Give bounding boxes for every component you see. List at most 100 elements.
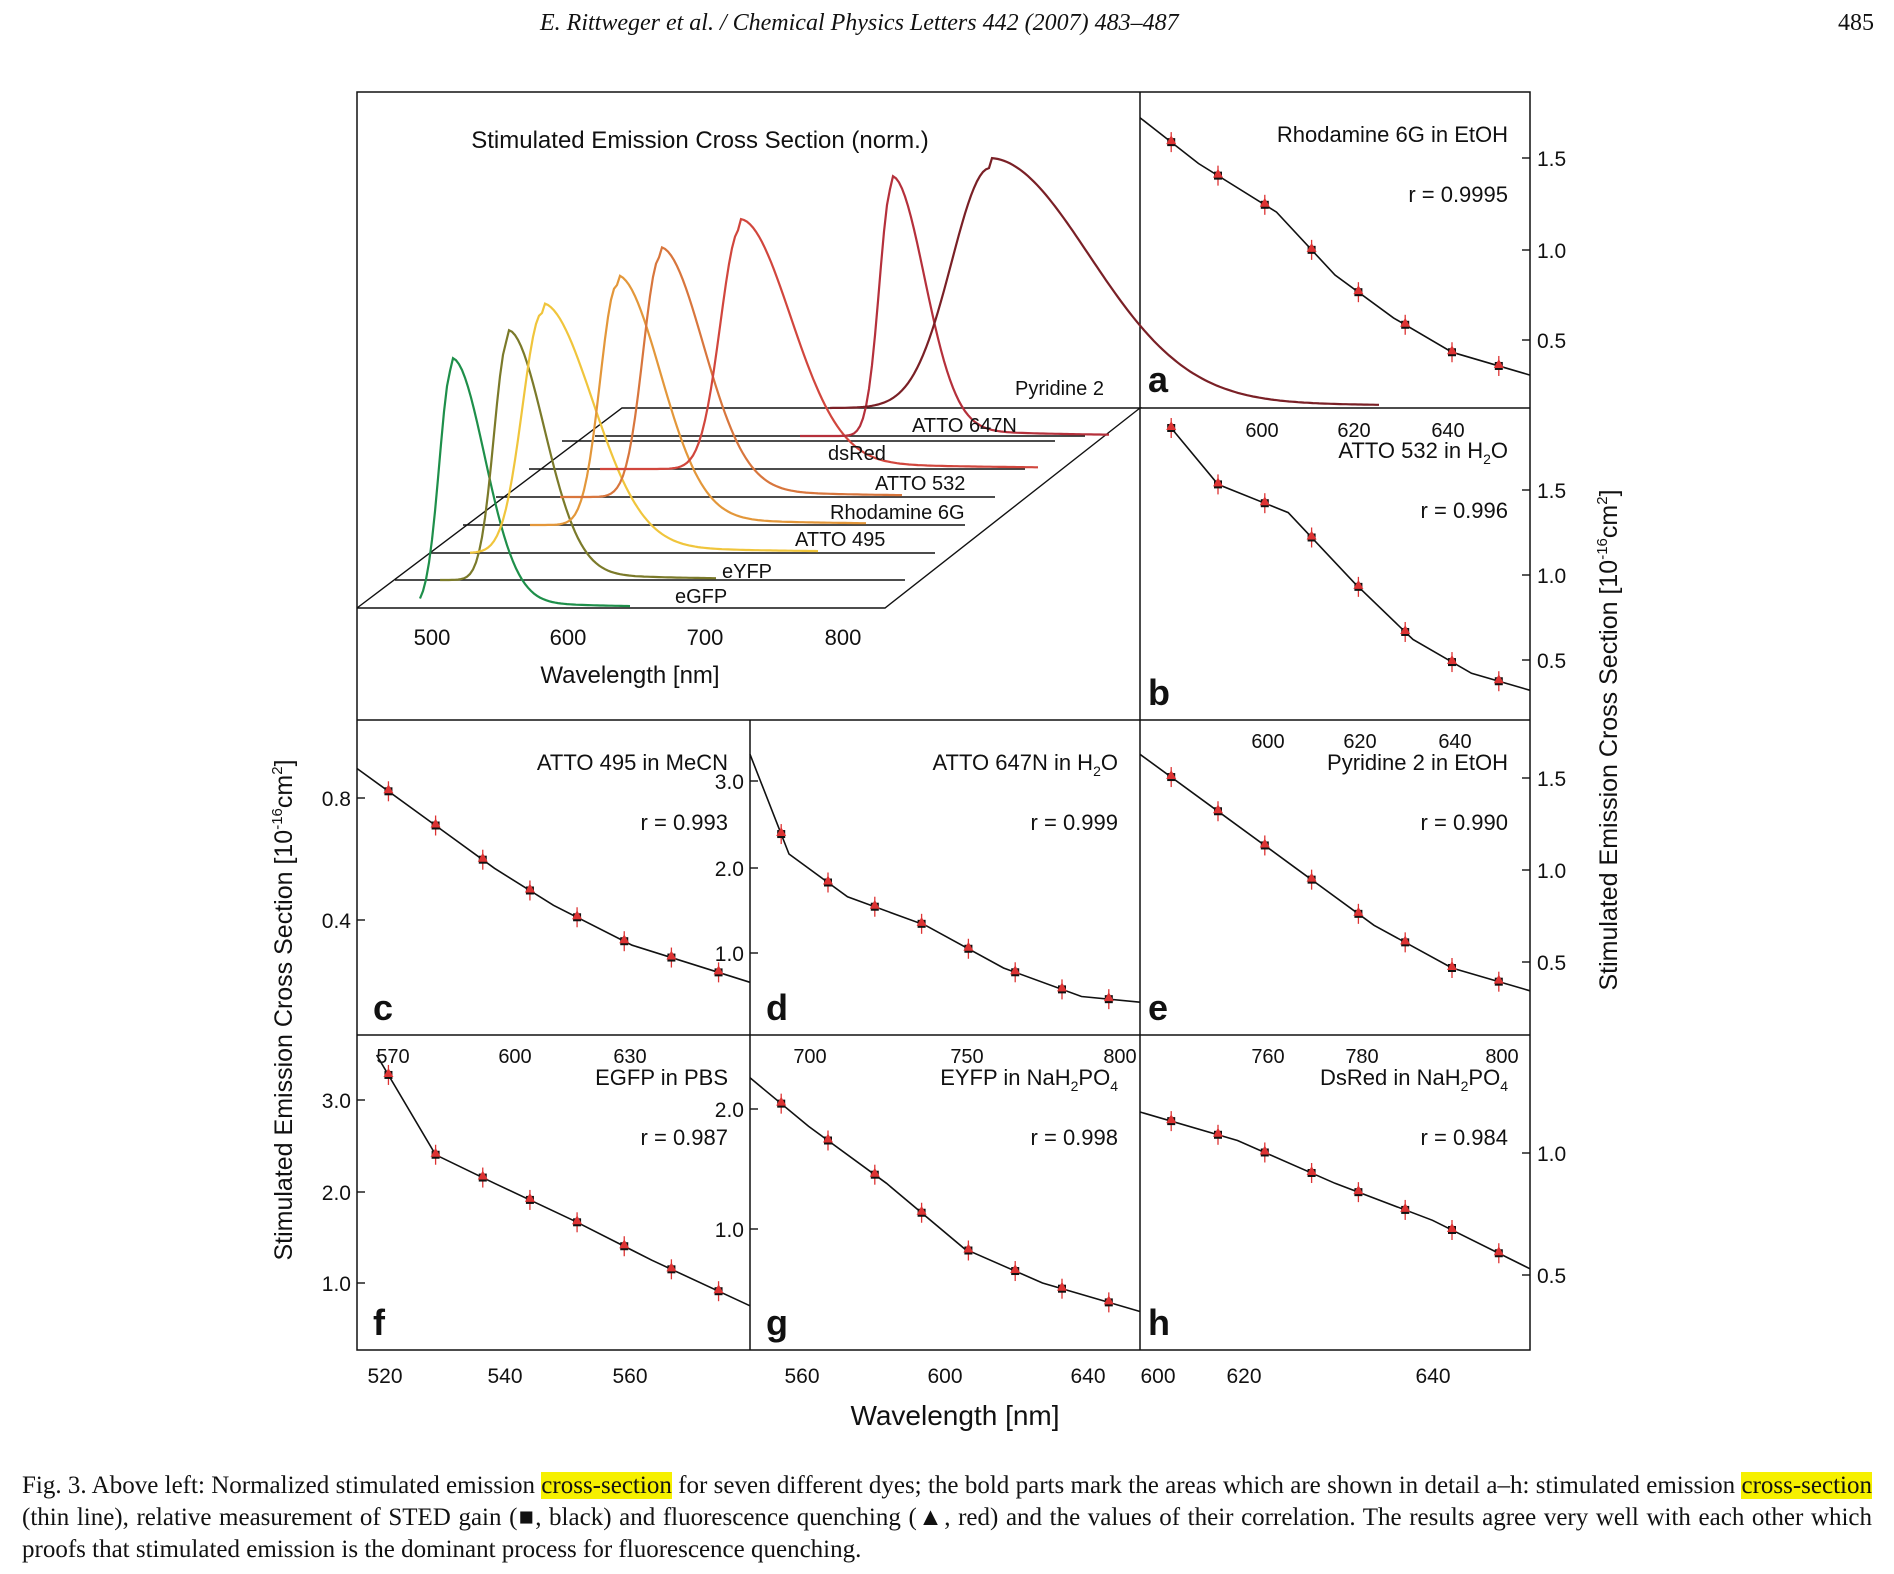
xtick-label: 600	[927, 1365, 962, 1388]
cross-section-fit-line	[749, 1077, 1141, 1313]
ytick-label: 1.5	[1537, 148, 1566, 171]
panel-b: ATTO 532 in H2O r = 0.996 b 0.5 1.0 1.5 600 620…	[1148, 418, 1566, 713]
ytick-label: 1.0	[322, 1273, 351, 1296]
ytick-label: 1.5	[1537, 768, 1566, 791]
quenching-marker	[1353, 285, 1364, 295]
cross-section-fit-line	[749, 754, 1141, 1003]
xtick-label: 800	[1485, 1046, 1518, 1068]
quenching-marker	[1493, 358, 1504, 368]
panel-c: ATTO 495 in MeCN r = 0.993 c 0.4 0.8	[322, 750, 751, 1028]
spectrum-curve	[829, 156, 1379, 410]
panel-f: EGFP in PBS r = 0.987 f 1.0 2.0 3.0 570 600 630 5…	[322, 1046, 751, 1388]
quenching-marker	[1400, 935, 1411, 945]
panel-letter: e	[1148, 987, 1168, 1028]
ytick-label: 2.0	[715, 1099, 744, 1122]
quenching-marker	[666, 1262, 677, 1272]
xtick-label: 620	[1343, 731, 1376, 753]
panel-letter: c	[373, 987, 393, 1028]
quenching-marker	[1213, 1127, 1223, 1137]
cross-section-fit-line	[375, 1054, 751, 1307]
overview-dye-labels: eGFP eYFP ATTO 495 Rhodamine 6G ATTO 532 dsRe…	[675, 378, 1104, 608]
dye-label: eYFP	[722, 561, 772, 583]
quenching-marker	[963, 941, 974, 951]
panel-h: DsRed in NaH2PO4 r = 0.984 h 0.5 1.0 760 780 80…	[1139, 1046, 1566, 1388]
panel-title: ATTO 532 in H2O	[1338, 438, 1508, 467]
quenching-marker	[776, 1096, 787, 1106]
xtick-label: 540	[487, 1365, 522, 1388]
spectrum-curve	[800, 174, 1110, 438]
panel-title: ATTO 495 in MeCN	[537, 750, 728, 775]
bottom-xlabel: Wavelength [nm]	[850, 1400, 1059, 1431]
xtick-label: 600	[1251, 731, 1284, 753]
xtick-label: 620	[1337, 420, 1370, 442]
quenching-marker	[963, 1243, 974, 1253]
panel-letter: g	[766, 1302, 788, 1343]
xtick-label: 560	[784, 1365, 819, 1388]
ytick-label: 1.0	[715, 1219, 744, 1242]
quenching-marker	[1057, 1281, 1067, 1291]
quenching-marker	[1166, 1114, 1177, 1124]
quenching-marker	[1103, 992, 1114, 1002]
quenching-marker	[1353, 579, 1364, 589]
page-number: 485	[1838, 10, 1874, 36]
xtick-label: 780	[1345, 1046, 1378, 1068]
dye-label: ATTO 495	[795, 529, 885, 551]
xtick-label: 560	[612, 1365, 647, 1388]
panel-letter: h	[1148, 1302, 1170, 1343]
quenching-marker	[1400, 317, 1411, 327]
ytick-label: 2.0	[715, 858, 744, 881]
quenching-marker	[916, 1205, 927, 1215]
cross-section-fit-line	[356, 767, 751, 984]
correlation-value: r = 0.996	[1421, 498, 1508, 523]
quenching-marker	[1493, 674, 1504, 684]
xtick-label: 570	[376, 1046, 409, 1068]
dye-label: eGFP	[675, 586, 727, 608]
correlation-value: r = 0.9995	[1408, 182, 1508, 207]
quenching-marker	[572, 910, 583, 920]
panel-title: ATTO 647N in H2O	[933, 750, 1119, 779]
quenching-marker	[666, 950, 677, 960]
quenching-marker	[1447, 345, 1457, 355]
overview-xlabel: Wavelength [nm]	[540, 662, 719, 689]
correlation-value: r = 0.984	[1421, 1125, 1508, 1150]
panel-a: Rhodamine 6G in EtOH r = 0.9995 a 0.5 1.0 1.5	[1139, 117, 1566, 400]
running-header: E. Rittweger et al. / Chemical Physics L…	[0, 0, 1894, 60]
dye-label: Pyridine 2	[1015, 378, 1104, 400]
correlation-value: r = 0.990	[1421, 810, 1508, 835]
cross-section-fit-line	[1170, 427, 1531, 692]
overview-spectra	[418, 156, 1379, 608]
quenching-marker	[1166, 421, 1177, 430]
quenching-marker	[383, 1067, 394, 1077]
quenching-marker	[823, 1133, 833, 1143]
correlation-value: r = 0.993	[641, 810, 728, 835]
quenching-marker	[1259, 496, 1270, 506]
spectrum-curve	[600, 217, 1038, 471]
panel-title: Rhodamine 6G in EtOH	[1277, 122, 1508, 147]
panel-title: DsRed in NaH2PO4	[1320, 1065, 1508, 1094]
xtick-label: 700	[793, 1046, 826, 1068]
ytick-label: 2.0	[322, 1182, 351, 1205]
quenching-marker	[713, 965, 724, 975]
caption-text: for seven different dyes; the bold parts…	[671, 1472, 1742, 1499]
quenching-marker	[1259, 197, 1270, 207]
ytick-label: 1.0	[1537, 240, 1566, 263]
panel-e: Pyridine 2 in EtOH r = 0.990 e 0.5 1.0 1.5 600…	[1139, 731, 1566, 1028]
caption-text: Fig. 3. Above left: Normalized stimulate…	[22, 1472, 542, 1499]
quenching-marker	[1353, 906, 1364, 916]
quenching-marker	[869, 1167, 880, 1177]
quenching-marker	[1353, 1185, 1364, 1195]
quenching-marker	[477, 852, 488, 862]
left-ylabel: Stimulated Emission Cross Section [10-16…	[269, 759, 298, 1260]
xtick-label: 620	[1226, 1365, 1261, 1388]
cross-section-fit-line	[1139, 753, 1531, 992]
quenching-marker	[619, 1239, 630, 1249]
caption-highlight: cross-section	[1741, 1472, 1872, 1499]
xtick-label: 640	[1415, 1365, 1450, 1388]
quenching-marker	[524, 1192, 535, 1202]
ytick-label: 0.5	[1537, 650, 1566, 673]
quenching-marker	[619, 934, 630, 944]
quenching-marker	[1493, 1246, 1504, 1256]
ytick-label: 0.5	[1537, 1265, 1566, 1288]
panel-title: Pyridine 2 in EtOH	[1327, 750, 1508, 775]
quenching-marker	[1447, 655, 1457, 665]
